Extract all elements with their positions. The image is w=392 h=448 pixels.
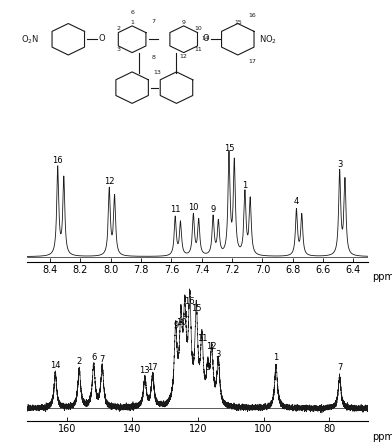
Text: 8: 8 [152,55,156,60]
Text: 16: 16 [249,13,256,18]
Text: 13: 13 [154,70,162,75]
Text: 1: 1 [130,20,134,25]
Text: 11: 11 [194,47,202,52]
Text: 7: 7 [152,19,156,24]
Text: 7: 7 [100,355,105,364]
Text: 11: 11 [197,334,207,343]
Text: ppm: ppm [372,272,392,282]
Text: 4: 4 [294,197,299,207]
Text: 12: 12 [104,177,114,186]
Text: 7: 7 [337,363,342,372]
Text: 9: 9 [173,321,178,330]
Text: 14: 14 [201,36,209,41]
Text: 12: 12 [207,342,217,351]
Text: NO$_2$: NO$_2$ [260,33,278,46]
Text: 12: 12 [180,54,188,59]
Text: 11: 11 [170,205,180,214]
Text: 5: 5 [205,363,211,372]
Text: 10: 10 [188,202,199,212]
Text: 10: 10 [176,318,186,327]
Text: 16: 16 [53,155,63,164]
Text: 17: 17 [248,60,256,65]
Text: O$_2$N: O$_2$N [22,33,40,46]
Text: 13: 13 [140,366,150,375]
Text: 3: 3 [117,47,121,52]
Text: O: O [203,34,209,43]
Text: 3: 3 [216,350,221,359]
Text: 1: 1 [273,353,279,362]
Text: 2: 2 [117,26,121,31]
Text: 10: 10 [194,26,202,31]
Text: O: O [98,34,105,43]
Text: 17: 17 [147,363,158,372]
Text: 9: 9 [211,205,216,214]
Text: 6: 6 [91,353,96,362]
Text: 3: 3 [337,160,342,169]
Text: 16: 16 [185,297,195,306]
Text: 9: 9 [181,20,186,25]
Text: 15: 15 [224,144,234,153]
Text: 6: 6 [130,10,134,15]
Text: ppm: ppm [372,432,392,442]
Text: 1: 1 [242,181,248,190]
Text: 4: 4 [182,310,187,319]
Text: 15: 15 [191,304,201,313]
Text: 15: 15 [234,20,241,25]
Text: 14: 14 [50,362,60,370]
Text: 2: 2 [76,357,82,366]
